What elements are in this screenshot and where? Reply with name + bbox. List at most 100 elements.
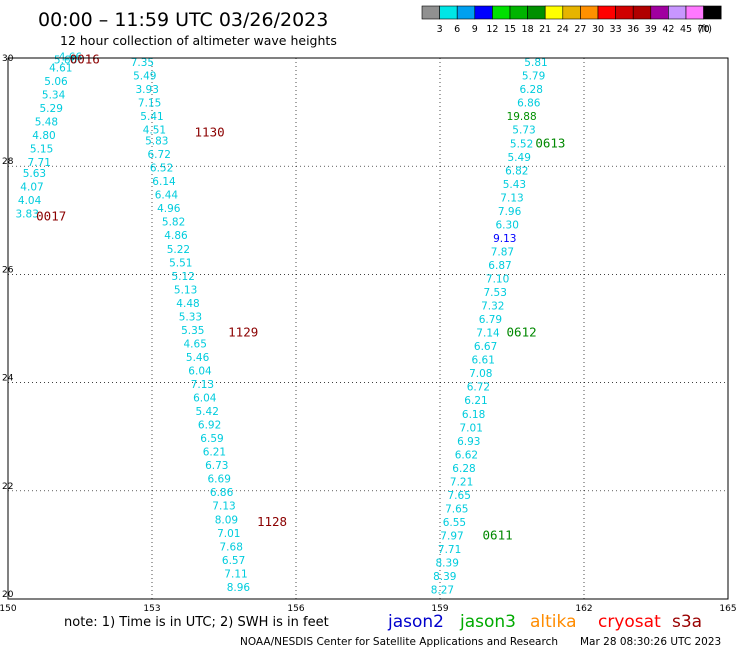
wave-height-label: 6.79 [479, 314, 502, 326]
colorbar-label: 18 [522, 24, 534, 35]
wave-height-label: 6.67 [474, 341, 497, 353]
wave-height-label: 7.65 [445, 503, 468, 515]
wave-height-label: 6.62 [455, 449, 478, 461]
wave-height-label: 6.28 [452, 463, 475, 475]
wave-height-label: 6.86 [517, 98, 541, 110]
wave-height-label: 5.43 [503, 179, 526, 191]
colorbar-swatch [650, 5, 669, 20]
colorbar-label: 70 [698, 24, 710, 35]
wave-height-label: 7.32 [481, 301, 504, 313]
wave-height-label: 5.15 [30, 144, 53, 156]
wave-height-label: 7.13 [191, 379, 214, 391]
colorbar-swatch [474, 5, 493, 20]
wave-height-label: 8.39 [436, 558, 459, 570]
wave-height-label: 8.09 [215, 514, 238, 526]
colorbar-swatch [668, 5, 687, 20]
wave-height-label: 4.04 [18, 195, 42, 207]
wave-height-label: 7.08 [469, 368, 492, 380]
colorbar-swatch [492, 5, 511, 20]
wave-height-label: 7.96 [498, 206, 522, 218]
wave-height-label: 6.30 [496, 219, 519, 231]
y-tick-label: 24 [2, 374, 14, 384]
colorbar-swatch [562, 5, 581, 20]
wave-height-label: 6.86 [210, 487, 234, 499]
wave-height-label: 4.51 [143, 125, 166, 137]
wave-height-label: 6.72 [148, 149, 171, 161]
wave-height-label: 7.13 [212, 501, 235, 513]
wave-height-label: 5.51 [169, 257, 192, 269]
wave-height-label: 5.41 [140, 111, 163, 123]
wave-height-label: 19.88 [507, 111, 537, 123]
y-tick-label: 22 [2, 482, 13, 492]
wave-height-label: 5.48 [35, 117, 58, 129]
wave-height-label: 7.01 [217, 528, 240, 540]
wave-height-label: 7.21 [450, 476, 473, 488]
wave-height-label: 8.27 [431, 585, 454, 597]
wave-height-label: 6.82 [505, 165, 528, 177]
colorbar-swatch [527, 5, 546, 20]
pass-time-label: 0613 [535, 135, 565, 150]
legend-entry: cryosat [598, 612, 661, 632]
wave-height-label: 7.71 [28, 157, 51, 169]
wave-height-label: 6.52 [150, 163, 173, 175]
wave-height-label: 6.55 [443, 517, 466, 529]
wave-height-label: 7.53 [484, 287, 507, 299]
wave-height-label: 5.12 [172, 271, 195, 283]
colorbar-swatch [544, 5, 564, 20]
wave-height-label: 5.46 [186, 352, 210, 364]
colorbar-swatch [439, 5, 458, 20]
wave-height-label: 6.87 [488, 260, 511, 272]
wave-height-label: 7.11 [224, 568, 247, 580]
wave-height-label: 6.14 [152, 176, 176, 188]
wave-height-label: 7.35 [131, 57, 154, 69]
wave-height-label: 5.42 [196, 406, 219, 418]
colorbar-label: 15 [504, 24, 516, 35]
colorbar-label: 39 [645, 24, 657, 35]
wave-height-label: 5.66 [54, 54, 78, 66]
wave-height-label: 7.97 [440, 530, 463, 542]
wave-height-label: 5.35 [181, 325, 204, 337]
wave-height-label: 6.93 [457, 436, 480, 448]
wave-height-label: 6.21 [203, 447, 226, 459]
credit-text: NOAA/NESDIS Center for Satellite Applica… [240, 636, 558, 648]
legend-entry: altika [530, 612, 577, 632]
wave-height-label: 7.15 [138, 98, 161, 110]
wave-height-label: 5.29 [40, 103, 63, 115]
wave-height-label: 6.72 [467, 382, 490, 394]
colorbar-label: 45 [680, 24, 692, 35]
wave-height-label: 5.22 [167, 244, 190, 256]
wave-height-label: 9.13 [493, 233, 516, 245]
pass-time-label: 0017 [36, 208, 66, 223]
colorbar-label: 24 [557, 24, 569, 35]
wave-height-label: 7.13 [500, 192, 523, 204]
colorbar-label: 12 [486, 24, 498, 35]
colorbar-label: 27 [574, 24, 586, 35]
wave-height-label: 6.57 [222, 555, 245, 567]
y-tick-label: 20 [2, 590, 14, 600]
colorbar-label: 9 [472, 24, 478, 35]
colorbar-swatch [685, 5, 704, 20]
color-scale-bar: 3 6 9 12 15 18 21 24 27 30 33 36 39 42 45 70(ft) [421, 5, 722, 35]
wave-height-label: 8.39 [433, 571, 456, 583]
wave-height-label: 7.10 [486, 274, 509, 286]
colorbar-swatch [703, 5, 722, 20]
pass-time-label: 1128 [257, 514, 287, 529]
colorbar-swatch [632, 5, 652, 20]
timestamp-text: Mar 28 08:30:26 UTC 2023 [580, 636, 721, 648]
wave-height-label: 5.49 [508, 152, 531, 164]
wave-height-label: 5.82 [162, 217, 185, 229]
legend-entry: s3a [672, 612, 702, 632]
x-tick-label: 159 [431, 604, 448, 614]
legend-entry: jason3 [459, 612, 516, 632]
wave-height-label: 8.96 [227, 582, 251, 594]
colorbar-label: 42 [662, 24, 674, 35]
wave-height-label: 5.13 [174, 284, 197, 296]
x-tick-label: 153 [143, 604, 160, 614]
colorbar-label: 3 [437, 24, 443, 35]
x-tick-label: 162 [575, 604, 592, 614]
wave-height-label: 4.07 [20, 182, 43, 194]
wave-height-label: 5.34 [42, 90, 66, 102]
y-tick-label: 30 [2, 54, 14, 64]
wave-height-label: 5.79 [522, 71, 545, 83]
colorbar-label: 36 [627, 24, 639, 35]
